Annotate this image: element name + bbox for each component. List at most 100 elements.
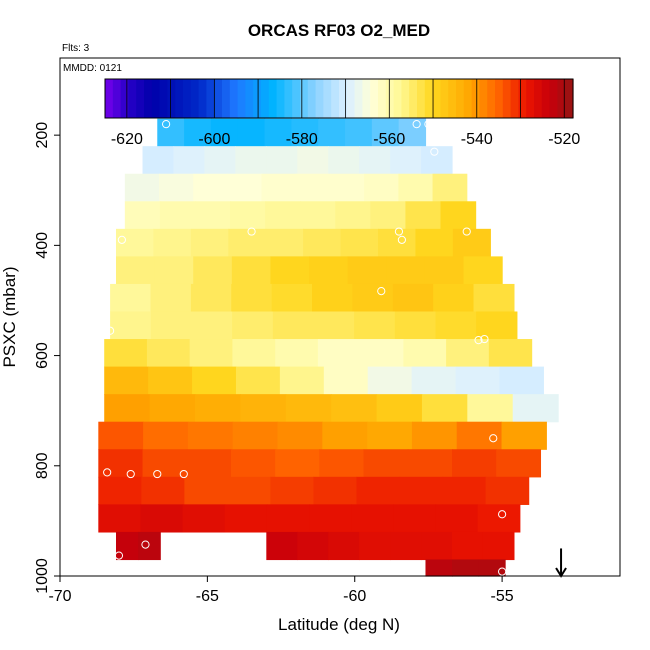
heatmap-cell xyxy=(360,339,404,368)
colorbar-tick-label: -620 xyxy=(111,131,143,148)
heatmap-cell xyxy=(313,476,358,505)
colorbar-swatch xyxy=(409,79,418,118)
colorbar-swatch xyxy=(541,79,551,118)
y-tick-label: 200 xyxy=(34,122,51,149)
heatmap-cell xyxy=(186,449,232,478)
heatmap-cell xyxy=(98,504,142,533)
colorbar-swatch xyxy=(471,79,480,118)
heatmap-cell xyxy=(476,311,518,340)
heatmap-cell xyxy=(143,421,189,450)
heatmap-cell xyxy=(415,228,454,257)
colorbar-swatch xyxy=(144,79,153,118)
heatmap-cell xyxy=(398,118,427,147)
heatmap-cell xyxy=(264,118,292,147)
heatmap-cell xyxy=(463,256,503,285)
heatmap-cell xyxy=(297,146,329,175)
heatmap-cell xyxy=(425,559,453,577)
heatmap-cell xyxy=(356,476,401,505)
heatmap-cell xyxy=(153,228,192,257)
heatmap-cell xyxy=(227,476,272,505)
observation-marker xyxy=(480,334,489,344)
heatmap-cell xyxy=(352,283,394,313)
heatmap-cell xyxy=(403,339,447,368)
heatmap-cell xyxy=(345,118,373,147)
colorbar-swatch xyxy=(229,79,239,118)
heatmap-cell xyxy=(440,201,477,230)
colorbar-swatch xyxy=(440,79,449,118)
colorbar-swatch xyxy=(276,79,285,118)
heatmap-cell xyxy=(150,283,192,313)
heatmap-cell xyxy=(378,228,417,257)
heatmap-cell xyxy=(271,283,313,313)
colorbar-swatch xyxy=(237,79,246,118)
heatmap-cell xyxy=(319,449,365,478)
observation-marker xyxy=(397,235,406,244)
heatmap-cell xyxy=(157,118,185,147)
colorbar-swatch xyxy=(307,79,317,118)
x-axis: -70 -65 -60 -55 xyxy=(48,576,514,605)
heatmap-cell xyxy=(192,366,237,395)
colorbar-swatch xyxy=(112,79,122,118)
heatmap-cell xyxy=(452,228,491,257)
heatmap-cell xyxy=(446,339,490,368)
heatmap-cell xyxy=(485,476,530,505)
x-tick-label: -70 xyxy=(48,588,71,605)
heatmap-cell xyxy=(159,173,194,202)
heatmap-cell xyxy=(300,201,336,230)
heatmap-cell xyxy=(363,449,409,478)
heatmap-cell xyxy=(272,311,315,340)
heatmap-cell xyxy=(224,504,268,533)
colorbar-swatch xyxy=(175,79,184,118)
heatmap-cell xyxy=(191,311,233,340)
colorbar-swatch xyxy=(206,79,215,118)
colorbar-swatch xyxy=(151,79,161,118)
heatmap-cell xyxy=(291,118,319,147)
heatmap-cell xyxy=(194,201,231,230)
heatmap-cell xyxy=(193,173,229,202)
heatmap-cell xyxy=(270,256,310,285)
colorbar-swatch xyxy=(183,79,192,118)
heatmap-cell xyxy=(98,449,144,478)
colorbar-swatch xyxy=(432,79,441,118)
heatmap-cell xyxy=(328,146,360,175)
heatmap-cell xyxy=(467,394,514,423)
heatmap-cell xyxy=(231,283,273,313)
colorbar-swatch xyxy=(268,79,278,118)
heatmap-cell xyxy=(275,339,319,368)
colorbar-swatch xyxy=(393,79,402,118)
heatmap-cell xyxy=(104,339,148,368)
colorbar-swatch xyxy=(354,79,363,118)
colorbar-swatch xyxy=(518,79,527,118)
heatmap-cell xyxy=(104,394,151,423)
observation-marker xyxy=(247,227,256,236)
heatmap-cell xyxy=(512,394,559,423)
observation-marker xyxy=(141,540,150,549)
heatmap-cell xyxy=(399,476,444,505)
observation-marker xyxy=(126,469,135,479)
heatmap-cell xyxy=(424,256,465,285)
heatmap-cell xyxy=(148,366,193,395)
heatmap-cell xyxy=(184,118,212,147)
colorbar-swatch xyxy=(401,79,410,118)
heatmap-cell xyxy=(499,366,544,395)
y-axis: 200 400 600 800 1000 xyxy=(34,122,60,594)
colorbar-swatch xyxy=(362,79,371,118)
x-tick-label: -60 xyxy=(343,588,366,605)
colorbar-swatch xyxy=(463,79,473,118)
colorbar-swatch xyxy=(245,79,254,118)
x-axis-label: Latitude (deg N) xyxy=(278,615,400,634)
heatmap-cell xyxy=(277,421,323,450)
colorbar-tick-label: -560 xyxy=(373,131,405,148)
observation-markers xyxy=(103,120,507,576)
heatmap-cell xyxy=(232,311,274,340)
heatmap-cell xyxy=(442,476,487,505)
heatmap-cell xyxy=(184,476,229,505)
heatmap-cell xyxy=(477,504,521,533)
heatmap-cell xyxy=(235,146,267,175)
heatmap-cell xyxy=(376,394,423,423)
heatmap-cell xyxy=(154,256,194,285)
heatmap-cell xyxy=(142,449,188,478)
heatmap-cell xyxy=(295,173,331,202)
heatmap-cell xyxy=(318,118,346,147)
